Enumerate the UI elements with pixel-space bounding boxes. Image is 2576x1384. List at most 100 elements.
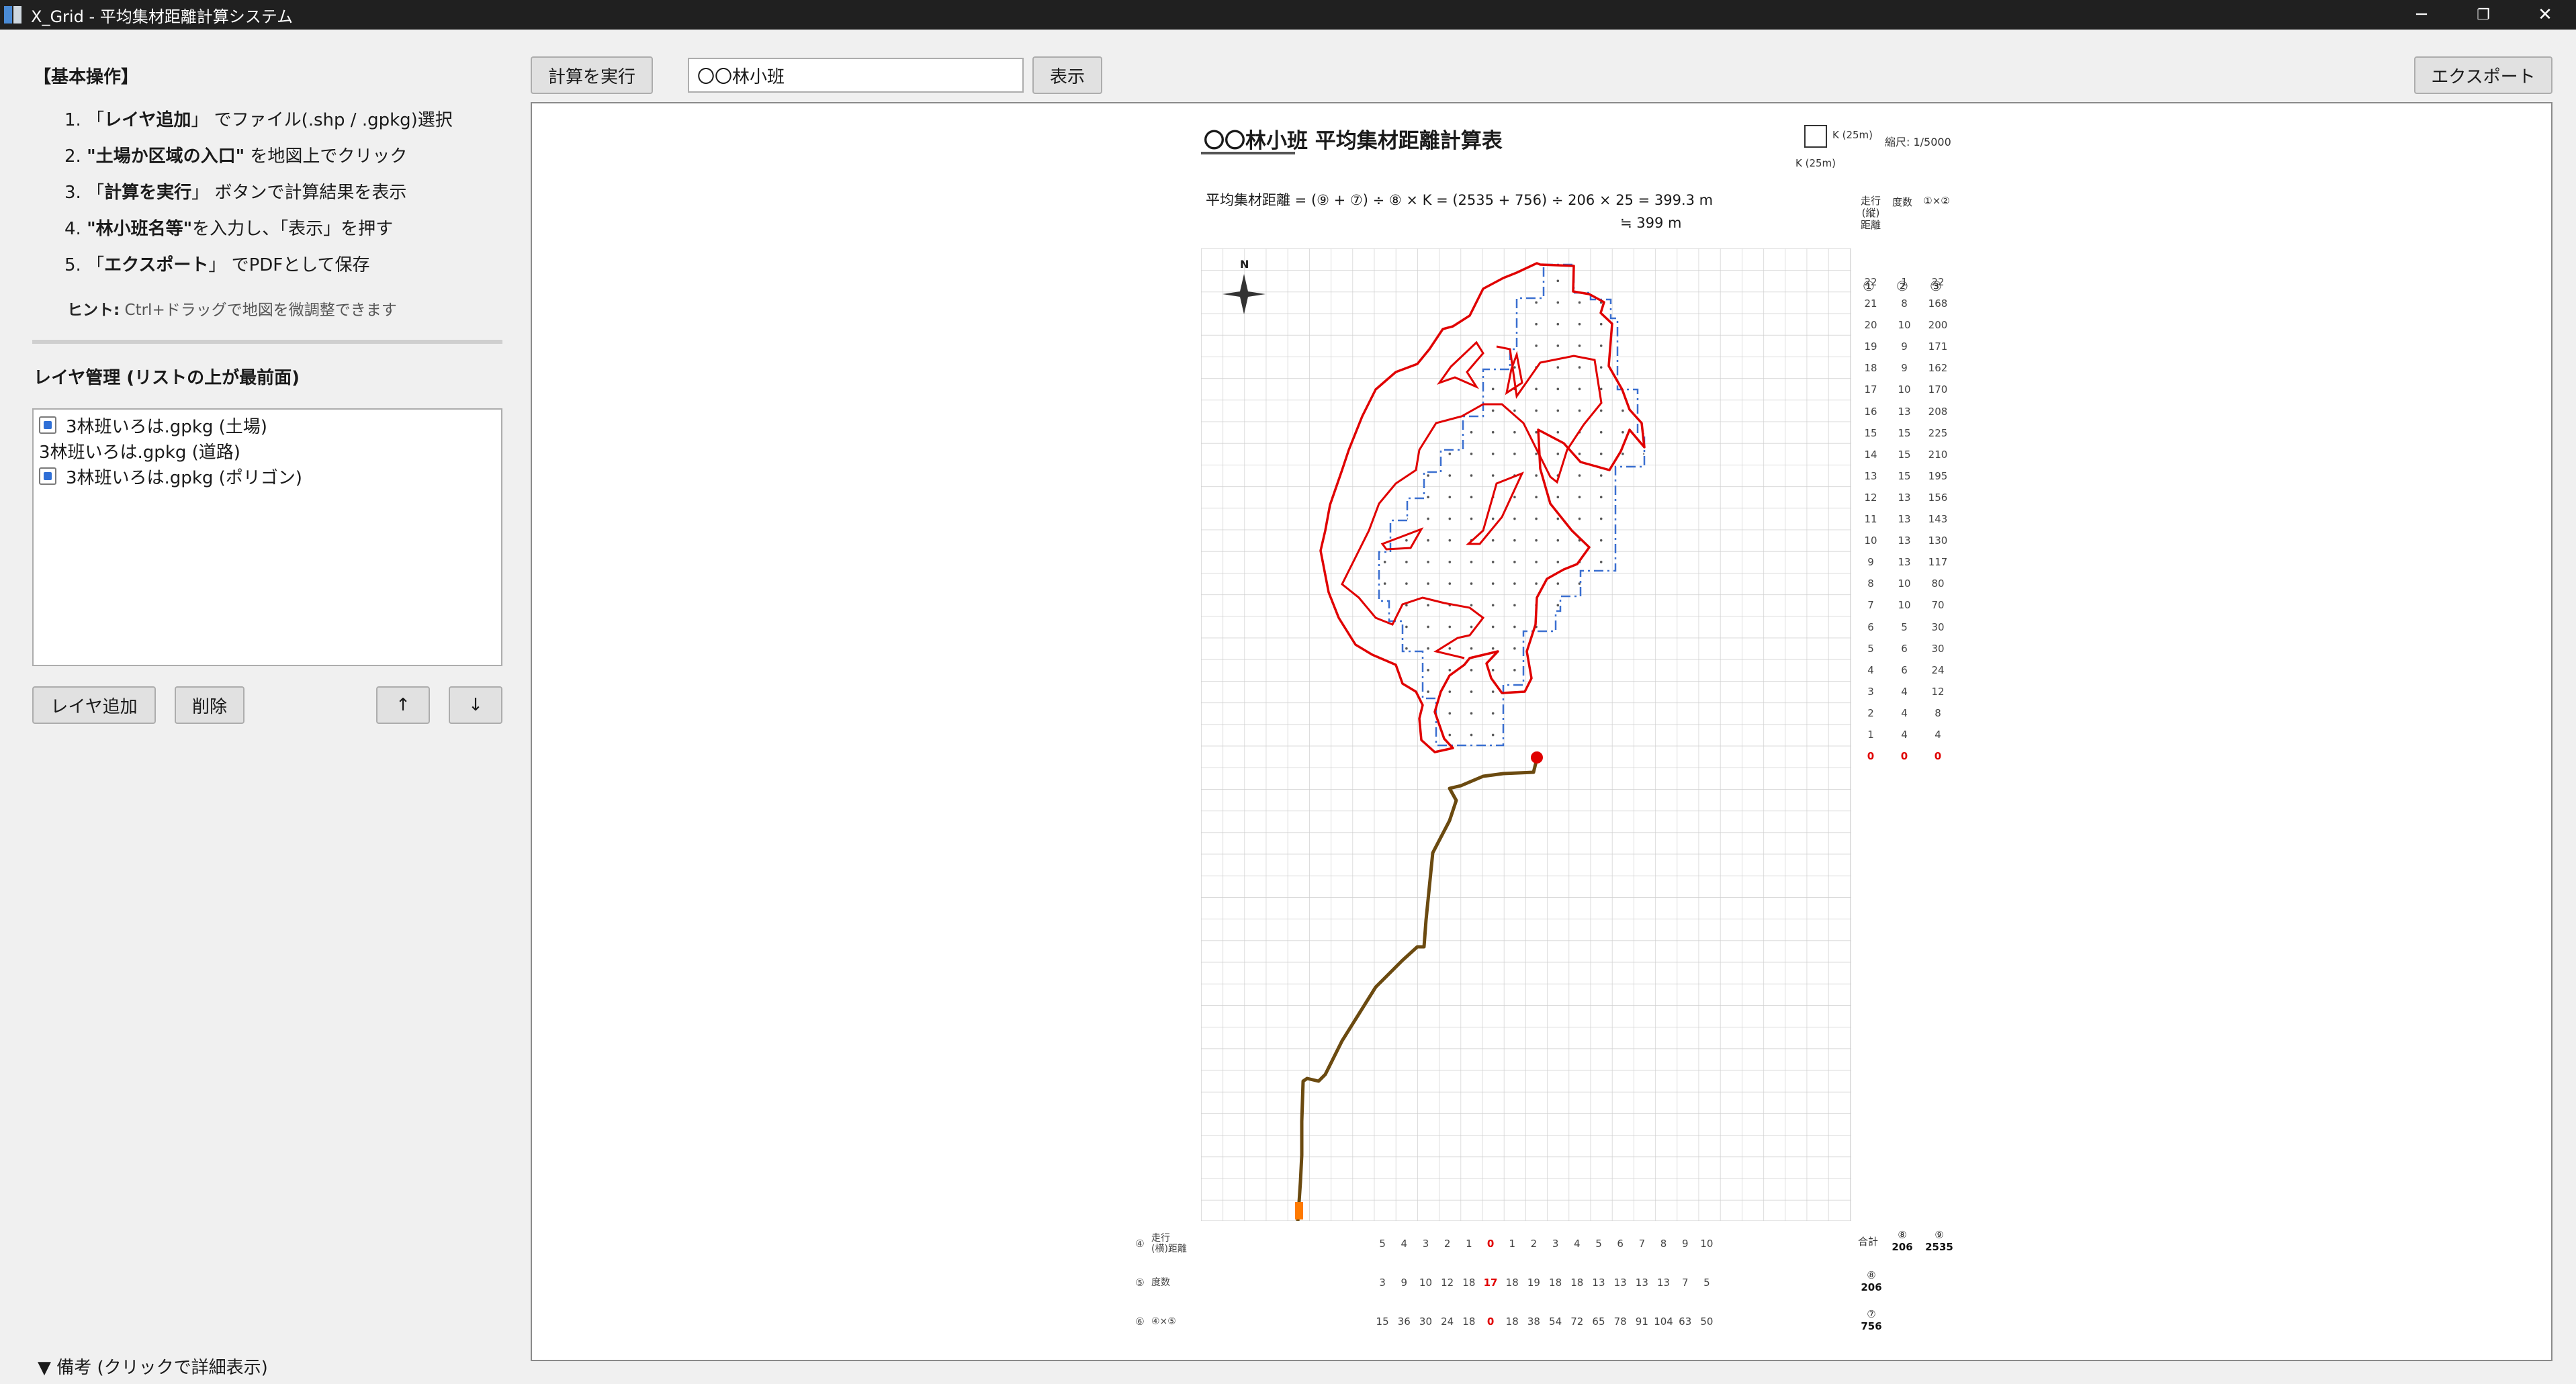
legend-k-label: K (25m) bbox=[1832, 129, 1873, 141]
row-value: 18 bbox=[1462, 1316, 1476, 1328]
table-row: 18 9 162 bbox=[1864, 362, 1948, 375]
layer-manager-title: レイヤ管理 (リストの上が最前面) bbox=[34, 368, 300, 388]
grid-map[interactable] bbox=[1201, 248, 1851, 1221]
row-value: 9 bbox=[1401, 1277, 1408, 1289]
table-row: 7 10 70 bbox=[1867, 599, 1945, 612]
inner-hole bbox=[1380, 527, 1424, 551]
col-2-header: 度数 bbox=[1892, 196, 1912, 208]
delete-layer-button[interactable]: 削除 bbox=[175, 686, 245, 724]
frequency-row: ⑤ 度数 3 9 10 12 18 17 18 19 18 18 13 13 13 13 7 5 bbox=[1128, 1269, 1718, 1296]
layer-list[interactable]: 3林班いろは.gpkg (土場) 3林班いろは.gpkg (道路) 3林班いろは… bbox=[32, 408, 502, 666]
run-calculation-button[interactable]: 計算を実行 bbox=[531, 56, 653, 94]
row-value: 17 bbox=[1483, 1277, 1498, 1289]
layer-item[interactable]: 3林班いろは.gpkg (道路) bbox=[39, 442, 240, 463]
row-value: 6 bbox=[1617, 1238, 1624, 1250]
step-item: 2. "土場か区域の入口" を地図上でクリック bbox=[64, 146, 408, 167]
row-value: 18 bbox=[1549, 1277, 1562, 1289]
window-title: X_Grid - 平均集材距離計算システム bbox=[31, 7, 294, 26]
row-value: 12 bbox=[1441, 1277, 1454, 1289]
forest-road bbox=[1296, 758, 1539, 1221]
total-8b: ⑧ 206 bbox=[1861, 1269, 1882, 1293]
row-value: 78 bbox=[1613, 1316, 1627, 1328]
layer-checkbox[interactable] bbox=[39, 467, 56, 485]
row-value: 10 bbox=[1700, 1238, 1714, 1250]
col-3-header: ①×② bbox=[1923, 195, 1950, 207]
col-3-number: ③ bbox=[1930, 278, 1942, 294]
row-value: 38 bbox=[1527, 1316, 1540, 1328]
layer-item[interactable]: 3林班いろは.gpkg (ポリゴン) bbox=[39, 463, 496, 489]
col-1-number: ① bbox=[1863, 278, 1875, 294]
legend-k-label-bottom: K (25m) bbox=[1795, 157, 1836, 169]
row-value: 1 bbox=[1466, 1238, 1472, 1250]
close-button[interactable]: ✕ bbox=[2538, 5, 2552, 25]
show-button[interactable]: 表示 bbox=[1032, 56, 1102, 94]
row-value: 18 bbox=[1462, 1277, 1476, 1289]
step-item: 4. "林小班名等"を入力し、「表示」を押す bbox=[64, 219, 394, 239]
row-value: 3 bbox=[1552, 1238, 1559, 1250]
formula-text: 平均集材距離 = (⑨ + ⑦) ÷ ⑧ × K = (2535 + 756) … bbox=[1206, 192, 1714, 208]
table-row: 5 6 30 bbox=[1867, 642, 1945, 655]
row-value: 50 bbox=[1700, 1316, 1714, 1328]
row-value: 8 bbox=[1660, 1238, 1667, 1250]
move-up-button[interactable]: ↑ bbox=[376, 686, 430, 724]
row-value: 5 bbox=[1595, 1238, 1602, 1250]
row-value: 3 bbox=[1379, 1277, 1386, 1289]
horizontal-distance-row: ④ 走行 (横)距離 5 4 3 2 1 0 1 2 3 4 5 6 7 8 9 10 bbox=[1128, 1230, 1718, 1257]
inner-hole bbox=[1505, 351, 1523, 396]
restore-button[interactable]: ❐ bbox=[2477, 6, 2490, 24]
row-value: 0 bbox=[1486, 1316, 1495, 1328]
title-underline bbox=[1201, 152, 1295, 154]
table-row: 20 10 200 bbox=[1864, 319, 1948, 332]
row-value: 7 bbox=[1638, 1238, 1646, 1250]
row-value: 15 bbox=[1376, 1316, 1389, 1328]
notes-toggle[interactable]: ▼ 備考 (クリックで詳細表示) bbox=[38, 1358, 268, 1378]
stand-polygon bbox=[1319, 262, 1646, 753]
table-row: 14 15 210 bbox=[1864, 448, 1948, 461]
inner-hole bbox=[1437, 340, 1484, 389]
table-row: 19 9 171 bbox=[1864, 340, 1948, 353]
table-row: 11 13 143 bbox=[1864, 513, 1948, 526]
name-input[interactable]: 〇〇林小班 bbox=[688, 58, 1024, 93]
hint-text: ヒント: Ctrl+ドラッグで地図を微調整できます bbox=[67, 302, 397, 319]
row-value: 2 bbox=[1530, 1238, 1538, 1250]
row-value: 2 bbox=[1444, 1238, 1451, 1250]
north-arrow-icon bbox=[1223, 274, 1265, 314]
move-down-button[interactable]: ↓ bbox=[449, 686, 502, 724]
title-bar: X_Grid - 平均集材距離計算システム ─ ❐ ✕ bbox=[0, 0, 2576, 30]
total-9: ⑨ 2535 bbox=[1925, 1229, 1953, 1253]
row-value: 54 bbox=[1549, 1316, 1562, 1328]
row-value: 10 bbox=[1419, 1277, 1433, 1289]
north-label: N bbox=[1240, 258, 1249, 271]
row-value: 36 bbox=[1397, 1316, 1411, 1328]
col-2-number: ② bbox=[1896, 278, 1908, 294]
row-value: 24 bbox=[1441, 1316, 1454, 1328]
total-label: 合計 bbox=[1858, 1236, 1879, 1248]
row-value: 65 bbox=[1592, 1316, 1605, 1328]
total-8: ⑧ 206 bbox=[1892, 1229, 1913, 1253]
layer-item[interactable]: 3林班いろは.gpkg (土場) bbox=[39, 412, 496, 438]
table-row: 17 10 170 bbox=[1864, 383, 1948, 396]
table-row: 6 5 30 bbox=[1867, 620, 1945, 633]
table-row: 13 15 195 bbox=[1864, 469, 1948, 482]
table-row: 21 8 168 bbox=[1864, 297, 1948, 310]
landing-marker bbox=[1295, 1202, 1303, 1219]
row-value: 63 bbox=[1679, 1316, 1692, 1328]
add-layer-button[interactable]: レイヤ追加 bbox=[32, 686, 156, 724]
row-value: 30 bbox=[1419, 1316, 1433, 1328]
row-value: 5 bbox=[1379, 1238, 1386, 1250]
vertical-distance-table: 22 1 22 21 8 168 20 10 200 19 9 171 18 9 162 17 10 1… bbox=[1854, 271, 1955, 767]
export-button[interactable]: エクスポート bbox=[2414, 56, 2552, 94]
minimize-button[interactable]: ─ bbox=[2416, 5, 2427, 25]
layer-checkbox[interactable] bbox=[39, 416, 56, 434]
entry-point bbox=[1531, 751, 1543, 764]
row-value: 13 bbox=[1613, 1277, 1627, 1289]
formula-approx: ≒ 399 m bbox=[1620, 215, 1682, 231]
row-value: 7 bbox=[1681, 1277, 1689, 1289]
grid-cell-legend bbox=[1804, 125, 1827, 148]
row-value: 19 bbox=[1527, 1277, 1540, 1289]
row-value: 18 bbox=[1570, 1277, 1584, 1289]
table-row: 8 10 80 bbox=[1867, 578, 1945, 590]
table-row: 9 13 117 bbox=[1867, 556, 1948, 569]
row-value: 13 bbox=[1592, 1277, 1605, 1289]
